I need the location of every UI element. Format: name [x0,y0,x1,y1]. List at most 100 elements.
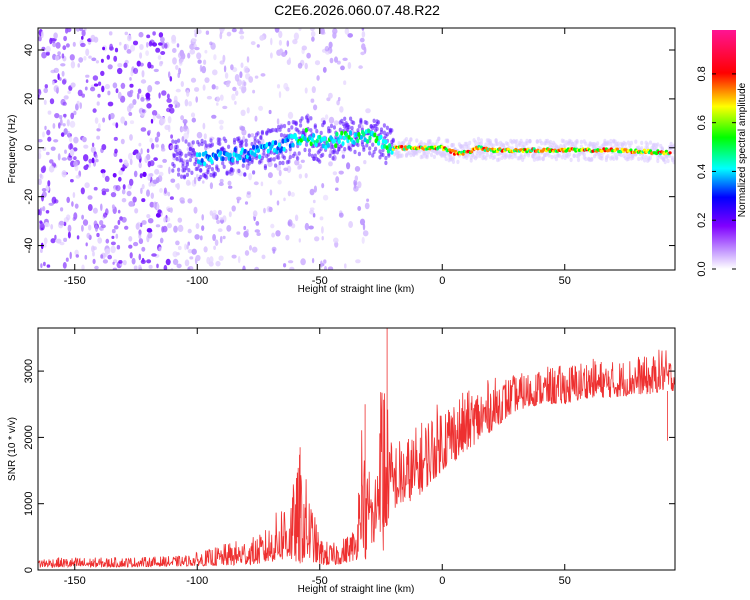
spectral-cell [328,128,332,134]
x-tick-label: 0 [439,275,445,287]
spectral-cell [211,84,216,90]
spectral-cell [146,34,151,39]
spectral-cell [321,152,325,158]
y-tick-label: 1000 [23,491,35,515]
spectral-cell [213,171,217,177]
spectral-cell [385,125,389,130]
spectral-cell [141,220,147,225]
spectral-cell [175,183,179,188]
spectral-cell [260,73,266,77]
x-tick-label: -100 [186,575,208,587]
spectral-cell [274,163,278,168]
spectral-cell [315,129,319,134]
spectral-cell [199,64,203,72]
spectral-cell [112,173,117,178]
spectral-cell [186,127,190,135]
spectral-cell [184,139,188,144]
spectral-cell [356,128,360,133]
spectral-cell [157,55,162,60]
spectral-cell [153,157,158,162]
ridge-cell [210,159,214,165]
spectral-cell [357,181,362,189]
ridge-cell [655,151,659,156]
spectral-cell [289,266,295,270]
spectral-cell [183,125,188,130]
spectral-cell [187,52,191,59]
spectral-cell [73,156,77,161]
spectral-cell [255,221,260,226]
spectral-cell [75,28,81,32]
spectral-cell [61,70,65,77]
spectral-cell [218,141,222,146]
spectral-cell [128,236,133,242]
ridge-cell [335,131,339,137]
y-tick-label: 0 [23,145,35,151]
spectral-cell [277,179,282,185]
spectral-cell [105,238,110,244]
spectral-cell [384,160,388,166]
spectral-cell [126,190,132,197]
spectral-cell [121,188,126,195]
spectral-cell [53,32,58,39]
spectral-cell [456,159,460,165]
spectral-cell [115,185,121,192]
spectral-cell [292,39,298,45]
spectral-cell [232,86,237,92]
spectral-cell [180,115,185,121]
spectral-cell [70,60,76,69]
spectral-cell [496,141,500,146]
ridge-cell [383,144,387,149]
spectral-cell [252,210,258,218]
spectral-cell [190,112,196,118]
spectral-cell [81,93,85,98]
spectral-cell [600,156,604,161]
y-tick-label: 40 [23,44,35,56]
spectral-cell [238,30,245,35]
spectral-cell [201,225,205,231]
spectral-cell [88,158,93,164]
spectral-cell [45,45,51,53]
spectral-cell [174,104,178,109]
spectral-cell [118,260,123,264]
spectral-cell [272,248,276,254]
ridge-cell [373,132,377,138]
spectral-cell [230,64,234,71]
colorbar-label: Normalized spectral amplitude [737,82,748,217]
spectral-cell [319,216,324,221]
spectral-cell [342,57,348,61]
spectral-cell [290,192,295,197]
spectral-cell [348,221,353,228]
ridge-cell [490,147,495,151]
spectral-cell [153,68,159,73]
spectral-cell [349,116,353,121]
spectral-cell [324,265,327,270]
spectral-cell [38,148,42,153]
ridge-cell [215,156,219,162]
spectral-cell [204,77,210,83]
spectral-cell [219,235,223,244]
spectral-cell [98,81,102,86]
spectral-cell [63,35,67,42]
spectral-cell [615,155,619,160]
spectral-cell [579,139,584,145]
spectral-cell [248,172,253,181]
ridge-cell [232,152,236,157]
ridge-cell [253,152,257,158]
spectral-cell [353,149,357,155]
spectral-cell [672,143,675,148]
spectral-cell [215,260,221,267]
spectral-cell [112,261,115,265]
spectral-cell [368,146,372,151]
spectral-cell [268,109,272,115]
spectral-cell [158,32,164,38]
spectral-cell [166,98,172,103]
spectral-cell [101,85,105,93]
spectral-cell [141,198,146,203]
spectral-cell [279,124,284,129]
ridge-cell [619,150,623,154]
spectral-cell [73,110,77,116]
spectral-cell [170,178,176,183]
spectral-cell [109,112,115,120]
spectral-cell [38,139,43,143]
spectral-cell [336,60,341,65]
